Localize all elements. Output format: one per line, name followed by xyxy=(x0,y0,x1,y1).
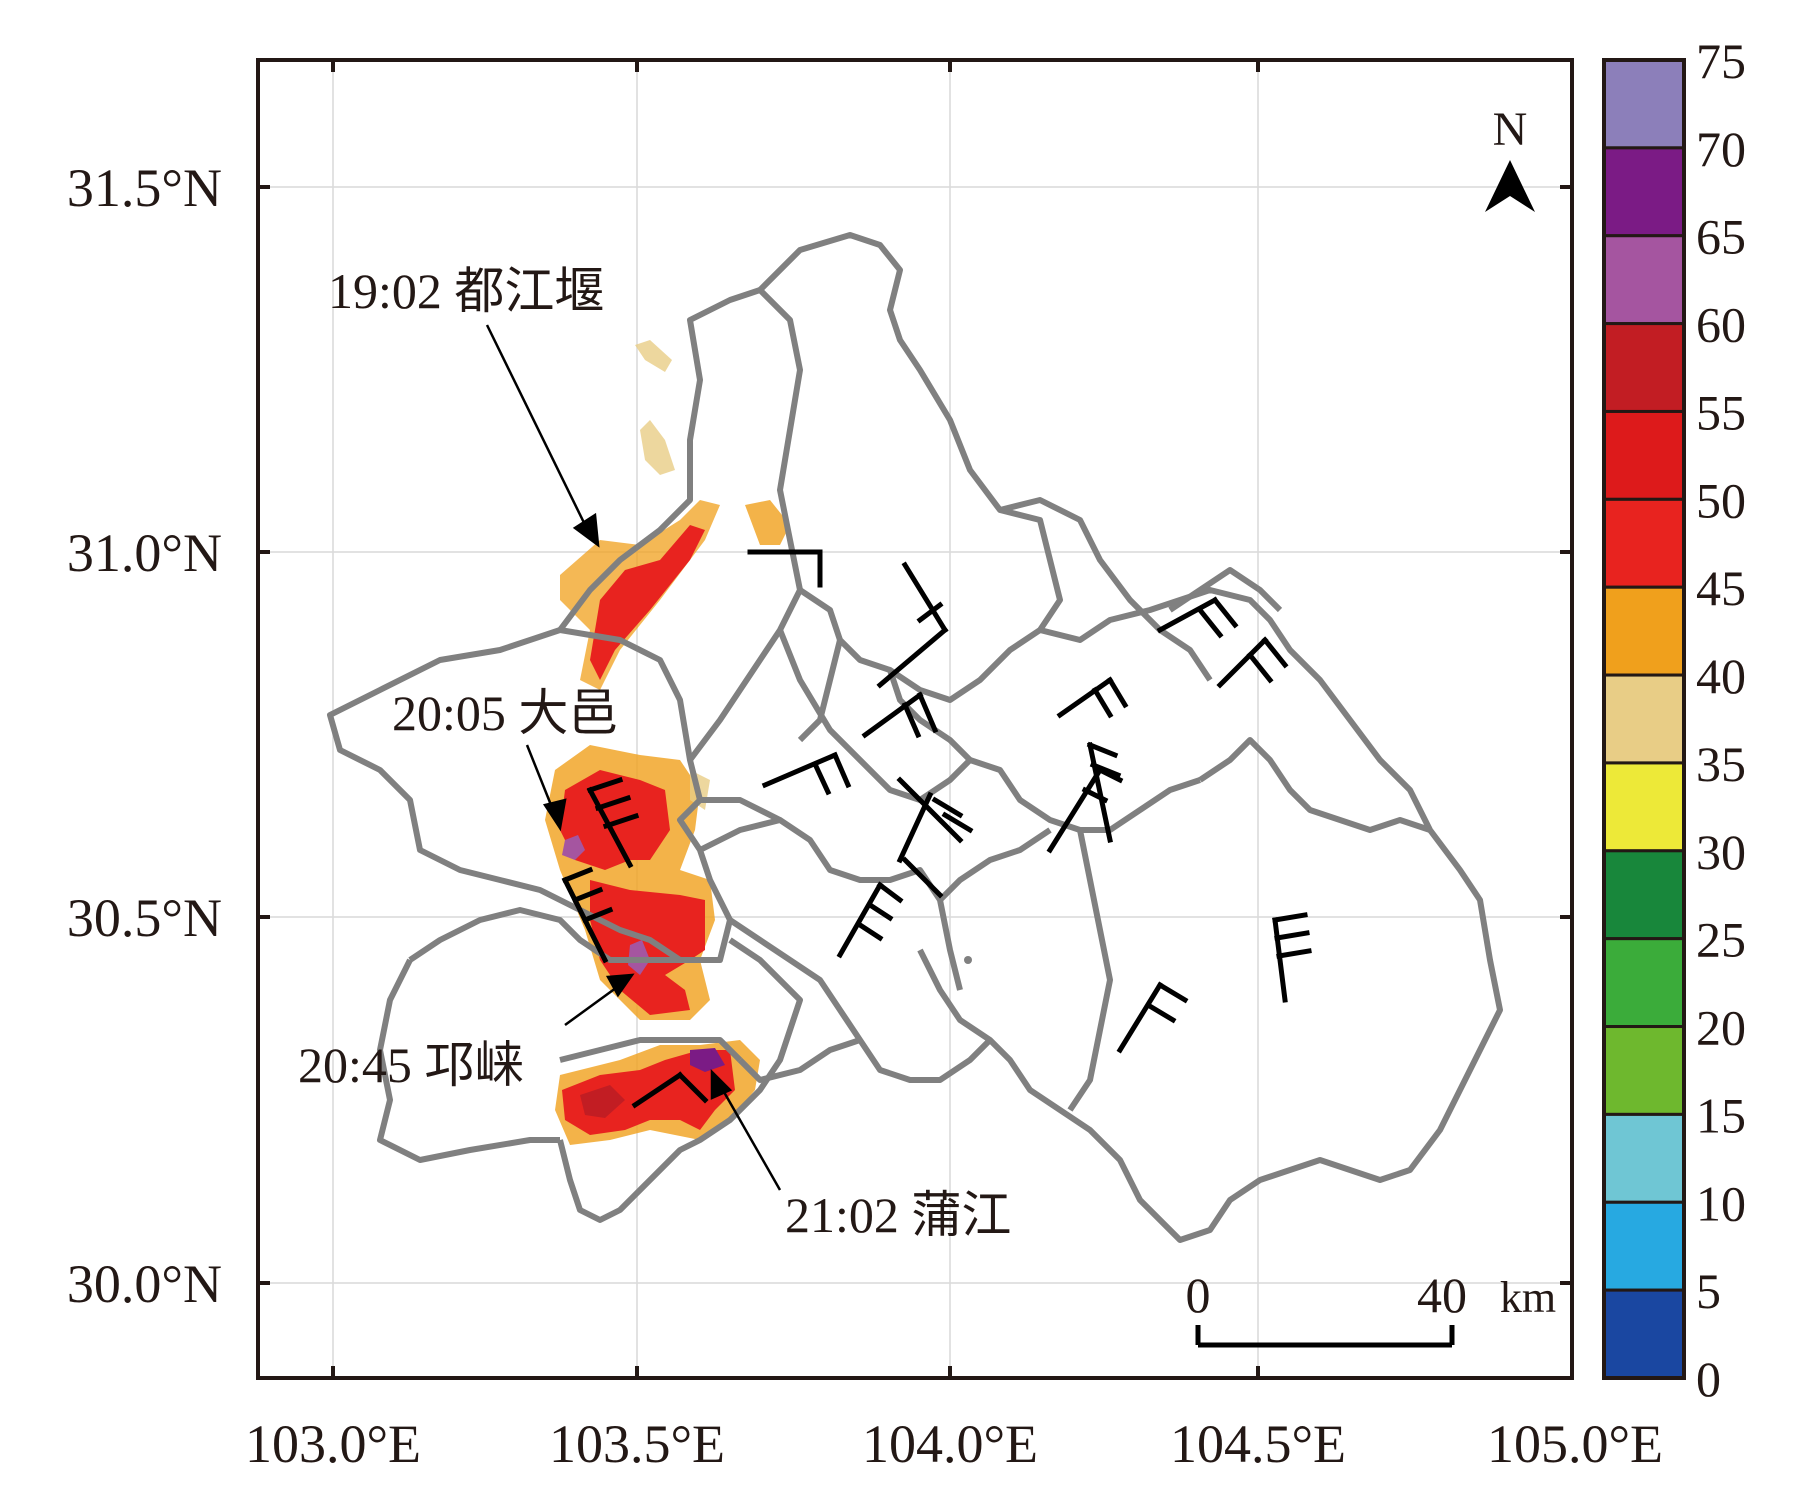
scale-bar xyxy=(1195,1325,1455,1348)
radar-echo-35dbz xyxy=(640,420,675,475)
colorbar-label: 45 xyxy=(1696,560,1746,616)
colorbar-segment xyxy=(1602,1025,1686,1116)
x-tick-label: 104.0°E xyxy=(862,1414,1038,1474)
radar-echo-40dbz xyxy=(745,500,790,545)
annotation-qionglai: 20:45 邛崃 xyxy=(298,1037,524,1093)
annotation-pujiang: 21:02 蒲江 xyxy=(785,1187,1011,1243)
map-frame xyxy=(256,58,1574,1380)
colorbar-segment xyxy=(1602,322,1686,413)
wind-barb xyxy=(747,549,823,588)
colorbar-label: 15 xyxy=(1696,1087,1746,1143)
wind-barb xyxy=(586,776,640,869)
colorbar-label: 35 xyxy=(1696,736,1746,792)
wind-barb xyxy=(1116,981,1189,1054)
wind-barb xyxy=(561,866,614,964)
radar-echo-35dbz xyxy=(635,340,672,372)
wind-barb xyxy=(896,776,974,844)
gridlines xyxy=(258,60,1572,1378)
x-tick-label: 103.0°E xyxy=(245,1414,421,1474)
wind-barb xyxy=(861,691,939,739)
radar-echo-50dbz xyxy=(560,770,670,870)
annotation-dayi: 20:05 大邑 xyxy=(392,685,618,741)
colorbar-label: 10 xyxy=(1696,1175,1746,1231)
x-tick-label: 103.5°E xyxy=(549,1414,725,1474)
scale-bar-end-label: 40 xyxy=(1417,1267,1467,1323)
wind-barb xyxy=(1156,596,1239,639)
colorbar-label: 70 xyxy=(1696,121,1746,177)
radar-echo-65dbz xyxy=(562,835,585,860)
colorbar-segment xyxy=(1602,146,1686,238)
y-tick-label: 30.5°N xyxy=(67,888,222,948)
x-tick-label: 104.5°E xyxy=(1170,1414,1346,1474)
scale-bar-unit: km xyxy=(1500,1273,1556,1322)
colorbar-label: 55 xyxy=(1696,384,1746,440)
wind-barb xyxy=(631,1071,709,1109)
x-tick-label: 105.0°E xyxy=(1487,1414,1663,1474)
y-tick-label: 31.0°N xyxy=(67,523,222,583)
north-label: N xyxy=(1493,103,1528,156)
colorbar-label: 5 xyxy=(1696,1263,1721,1319)
colorbar-segment xyxy=(1602,849,1686,941)
colorbar-segment xyxy=(1602,1200,1686,1292)
wind-barb xyxy=(1216,636,1289,689)
colorbar-segment xyxy=(1602,234,1686,326)
wind-barb xyxy=(1056,676,1129,719)
county-boundaries xyxy=(327,232,1503,1243)
wind-barb xyxy=(1272,912,1312,1003)
wind-barb xyxy=(896,791,944,899)
axis-ticks xyxy=(258,60,1574,1378)
y-tick-label: 31.5°N xyxy=(67,158,222,218)
colorbar-frame xyxy=(1602,58,1686,1380)
annotation-dujiangyan: 19:02 都江堰 xyxy=(328,263,604,319)
colorbar-segment xyxy=(1602,1112,1686,1204)
colorbar-segment xyxy=(1602,761,1686,853)
colorbar-segment xyxy=(1602,937,1686,1029)
y-tick-label: 30.0°N xyxy=(67,1254,222,1314)
colorbar-segment xyxy=(1602,409,1686,501)
colorbar-label: 0 xyxy=(1696,1351,1721,1407)
wind-barb xyxy=(876,561,949,689)
colorbar-segment xyxy=(1602,497,1686,589)
radar-echo-60dbz xyxy=(580,1085,625,1118)
colorbar-label: 40 xyxy=(1696,648,1746,704)
colorbar-segment xyxy=(1602,58,1686,150)
wind-barb xyxy=(761,751,852,796)
radar-echo-area xyxy=(545,340,790,1145)
colorbar-label: 60 xyxy=(1696,297,1746,353)
radar-echo-70dbz xyxy=(690,1048,725,1072)
scale-bar-start-label: 0 xyxy=(1186,1267,1211,1323)
wind-barb xyxy=(836,881,904,959)
colorbar-segment xyxy=(1602,585,1686,677)
colorbar-label: 20 xyxy=(1696,1000,1746,1056)
wind-barb xyxy=(1086,741,1122,843)
station-marker xyxy=(964,956,972,964)
colorbar-label: 50 xyxy=(1696,472,1746,528)
colorbar-segment xyxy=(1602,1288,1686,1380)
colorbar-label: 30 xyxy=(1696,824,1746,880)
colorbar-label: 75 xyxy=(1696,33,1746,89)
north-arrow-icon xyxy=(1485,160,1535,212)
colorbar-segment xyxy=(1602,673,1686,765)
colorbar-label: 65 xyxy=(1696,209,1746,265)
colorbar-label: 25 xyxy=(1696,912,1746,968)
annotation-arrows xyxy=(485,324,782,1191)
wind-barbs xyxy=(561,549,1312,1109)
